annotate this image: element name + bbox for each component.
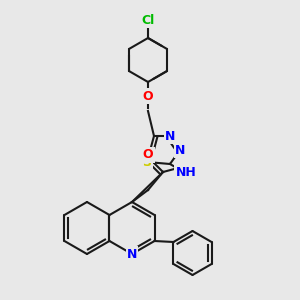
Text: O: O (143, 89, 153, 103)
Text: N: N (127, 248, 137, 260)
Text: Cl: Cl (141, 14, 154, 26)
Text: O: O (143, 148, 153, 161)
Text: NH: NH (176, 166, 197, 178)
Text: S: S (142, 155, 152, 169)
Text: N: N (175, 143, 185, 157)
Text: N: N (165, 130, 175, 142)
